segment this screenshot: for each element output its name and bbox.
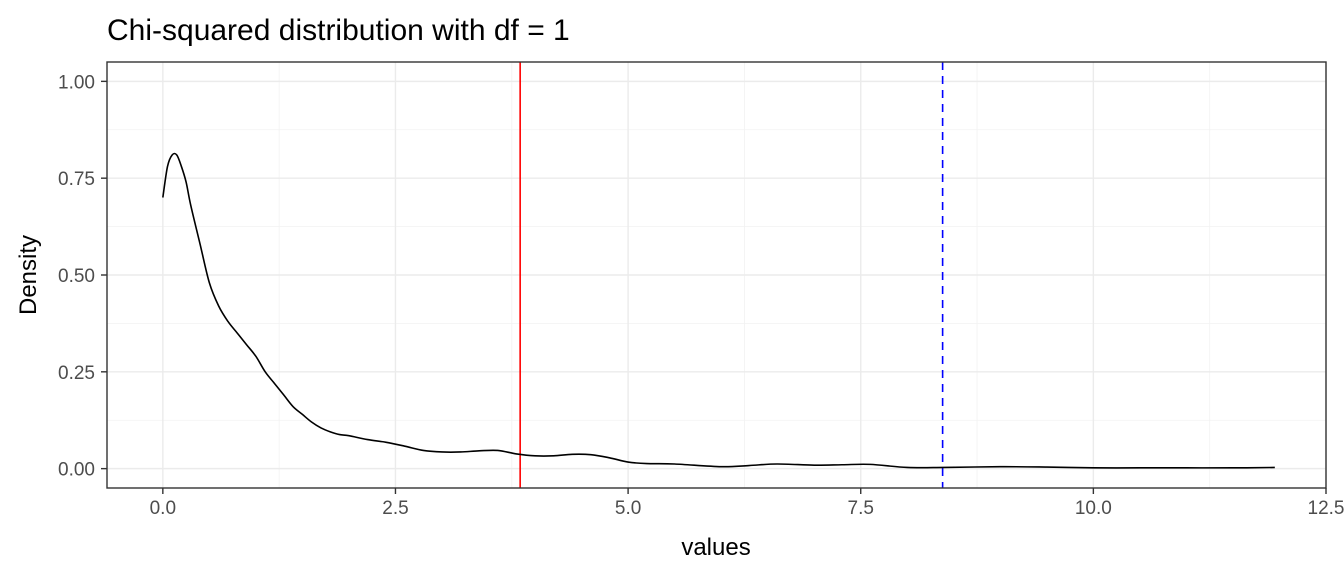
- y-tick-label: 1.00: [58, 72, 95, 93]
- y-tick-label: 0.50: [58, 266, 95, 287]
- x-tick-label: 10.0: [1075, 498, 1112, 519]
- reference-lines: [519, 62, 944, 488]
- x-axis-title: values: [681, 534, 750, 561]
- major-gridlines: [107, 62, 1327, 488]
- x-tick-label: 12.5: [1308, 498, 1344, 519]
- chart-title: Chi-squared distribution with df = 1: [107, 14, 570, 47]
- density-series: [162, 152, 1275, 469]
- x-tick-label: 2.5: [382, 498, 408, 519]
- y-tick-label: 0.75: [58, 169, 95, 190]
- y-tick-label: 0.25: [58, 363, 95, 384]
- y-tick-label: 0.00: [58, 460, 95, 481]
- y-axis-title: Density: [15, 235, 42, 315]
- x-tick-label: 7.5: [848, 498, 874, 519]
- y-axis-ticks: 0.00 0.25 0.50 0.75 1.00: [58, 72, 107, 481]
- x-tick-label: 0.0: [150, 498, 176, 519]
- x-axis-ticks: 0.0 2.5 5.0 7.5 10.0 12.5: [150, 488, 1344, 519]
- x-tick-label: 5.0: [615, 498, 641, 519]
- density-line: [162, 152, 1275, 469]
